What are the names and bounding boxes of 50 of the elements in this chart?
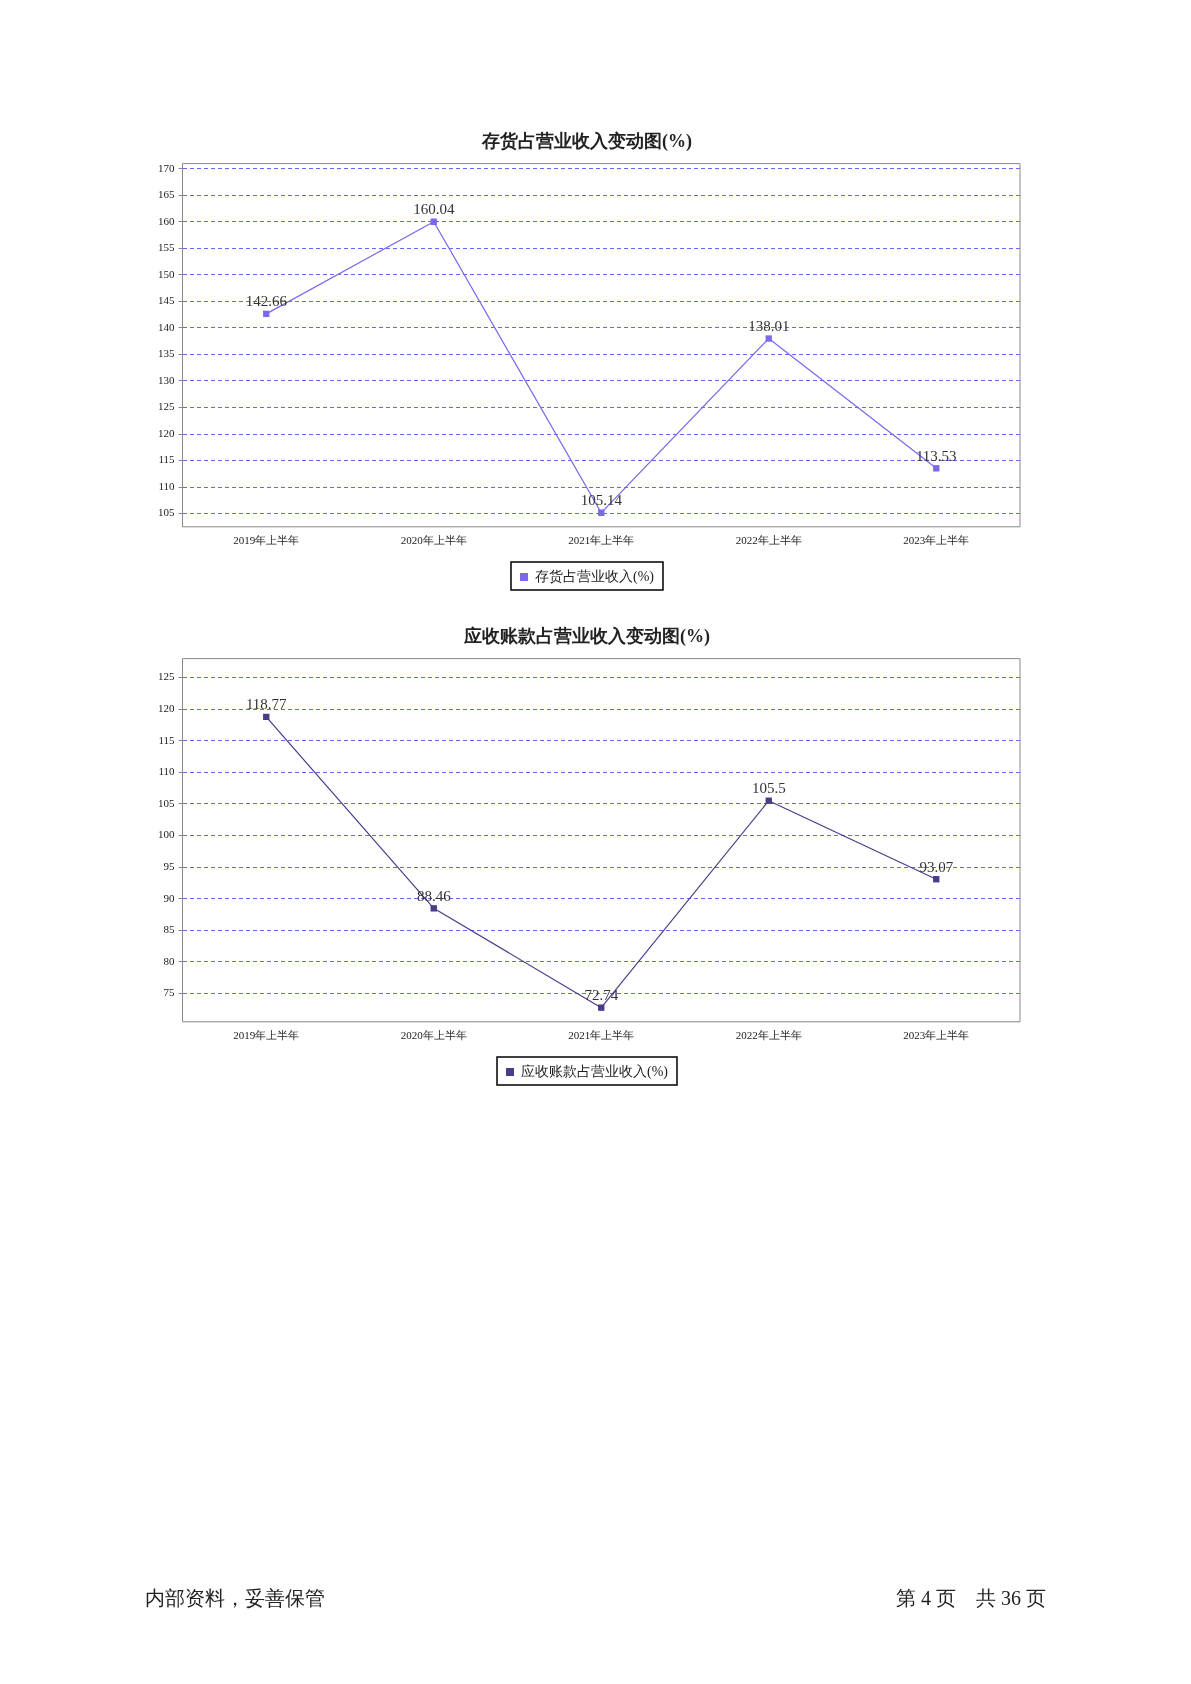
y-tick-label: 100 xyxy=(158,828,175,841)
x-tick-label: 2021年上半年 xyxy=(568,1029,635,1042)
y-tick-label: 80 xyxy=(163,954,175,967)
data-label: 113.53 xyxy=(915,447,957,464)
y-tick-label: 125 xyxy=(158,670,175,683)
chart-title: 应收账款占营业收入变动图(%) xyxy=(463,626,710,648)
chart-title: 存货占营业收入变动图(%) xyxy=(481,131,692,153)
y-tick-label: 115 xyxy=(158,453,175,466)
point xyxy=(765,335,772,342)
data-label: 118.77 xyxy=(245,696,288,713)
y-tick-label: 130 xyxy=(158,373,175,386)
text: 内部资料，妥善保管 xyxy=(145,1586,325,1611)
y-tick-label: 125 xyxy=(158,400,175,413)
y-tick-label: 140 xyxy=(158,320,175,333)
text: 第 4 页 共 36 页 xyxy=(896,1586,1046,1611)
y-tick-label: 150 xyxy=(158,267,175,280)
y-tick-label: 95 xyxy=(163,859,175,872)
y-tick-label: 110 xyxy=(158,765,175,778)
y-tick-label: 135 xyxy=(158,347,175,360)
data-label: 105.5 xyxy=(751,780,786,797)
y-tick-label: 145 xyxy=(158,294,175,307)
y-tick-label: 170 xyxy=(158,161,175,174)
y-tick-label: 85 xyxy=(163,923,175,936)
y-tick-label: 160 xyxy=(158,214,175,227)
data-label: 93.07 xyxy=(919,858,954,875)
x-tick-label: 2019年上半年 xyxy=(233,534,300,547)
y-tick-label: 120 xyxy=(158,426,175,439)
y-tick-label: 90 xyxy=(163,891,175,904)
x-tick-label: 2020年上半年 xyxy=(400,1029,467,1042)
y-tick-label: 105 xyxy=(158,796,175,809)
y-tick-label: 75 xyxy=(163,986,175,999)
x-tick-label: 2020年上半年 xyxy=(400,534,467,547)
point xyxy=(263,713,270,721)
x-tick-label: 2023年上半年 xyxy=(903,1029,970,1042)
y-tick-label: 115 xyxy=(158,733,175,746)
y-tick-label: 110 xyxy=(158,479,175,492)
y-tick-label: 165 xyxy=(158,188,175,201)
legend-label: 应收账款占营业收入(%) xyxy=(521,1063,669,1080)
y-tick-label: 155 xyxy=(158,241,175,254)
y-tick-label: 120 xyxy=(158,702,175,715)
x-tick-label: 2022年上半年 xyxy=(735,534,802,547)
x-tick-label: 2023年上半年 xyxy=(903,534,970,547)
point xyxy=(598,1004,605,1011)
y-tick-label: 105 xyxy=(158,506,175,519)
x-tick-label: 2022年上半年 xyxy=(735,1029,802,1042)
data-label: 160.04 xyxy=(413,201,455,218)
point xyxy=(430,905,437,912)
x-tick-label: 2021年上半年 xyxy=(568,534,635,547)
legend-label: 存货占营业收入(%) xyxy=(535,568,655,585)
x-tick-label: 2019年上半年 xyxy=(233,1029,300,1042)
